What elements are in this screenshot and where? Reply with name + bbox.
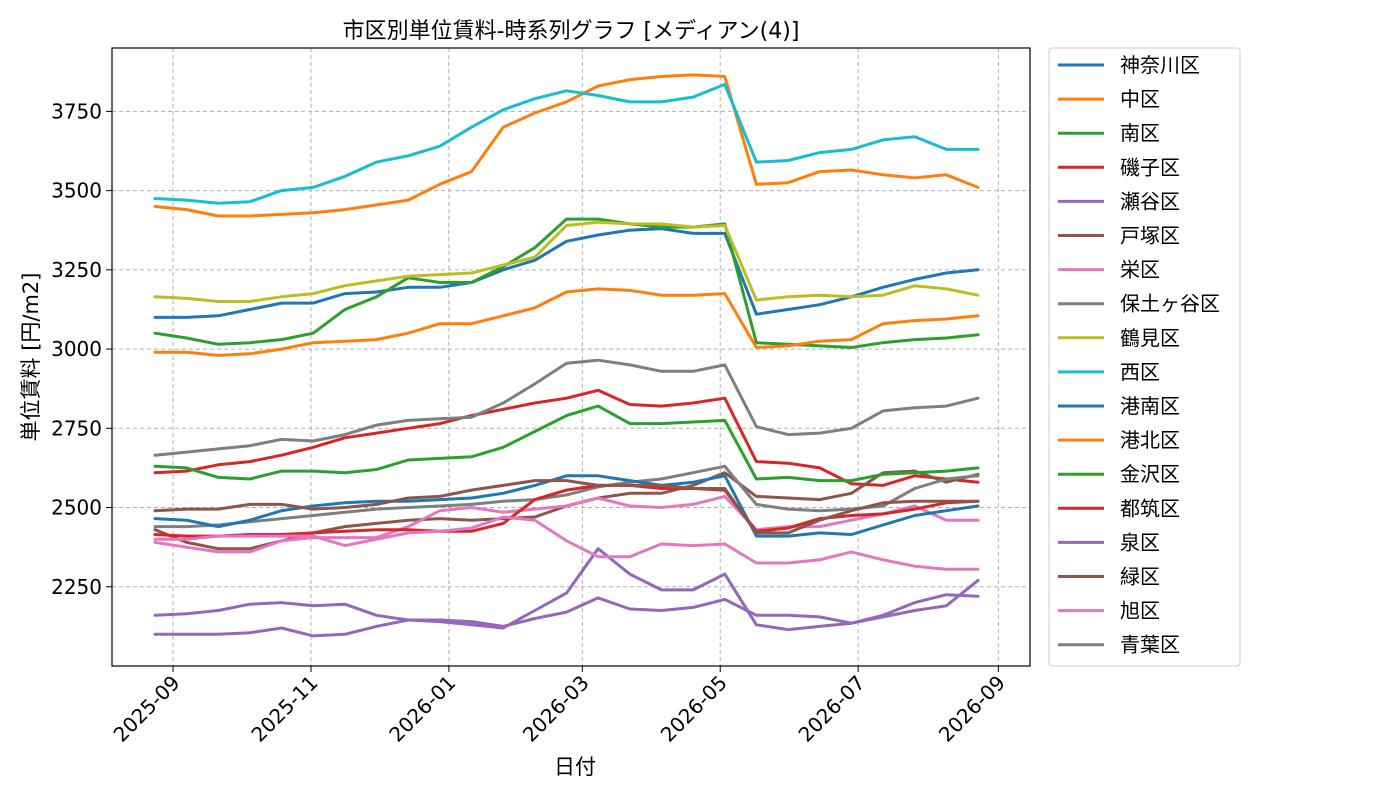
series-line-4 — [153, 593, 980, 638]
legend-item-label: 都筑区 — [1120, 496, 1180, 520]
series-line-1 — [153, 73, 980, 218]
legend-item-label: 旭区 — [1120, 599, 1160, 623]
series-line-11 — [153, 287, 980, 357]
x-tick-label: 2026-09 — [934, 671, 1010, 747]
series-line-0 — [153, 227, 980, 319]
legend-item-label: 戸塚区 — [1120, 224, 1180, 248]
legend-item-label: 青葉区 — [1120, 633, 1180, 657]
x-tick-label: 2025-09 — [109, 671, 185, 747]
series-line-3 — [153, 388, 980, 487]
y-axis-label: 単位賃料 [円/m2] — [19, 273, 43, 442]
y-tick-label: 3250 — [51, 258, 102, 282]
chart-title: 市区別単位賃料-時系列グラフ [メディアン(4)] — [343, 19, 800, 44]
series-group — [153, 73, 980, 638]
series-line-12 — [153, 404, 980, 483]
legend-item-label: 金沢区 — [1120, 462, 1180, 486]
series-line-15 — [153, 479, 980, 535]
legend-item-label: 磯子区 — [1120, 155, 1180, 179]
series-line-17 — [153, 358, 980, 457]
x-tick-label: 2026-05 — [656, 671, 732, 747]
legend-item-label: 南区 — [1120, 121, 1160, 145]
y-tick-label: 3500 — [51, 179, 102, 203]
x-tick-label: 2026-01 — [384, 671, 460, 747]
y-tick-label: 3750 — [51, 99, 102, 123]
plot-frame — [111, 47, 1031, 667]
legend-item-label: 中区 — [1120, 87, 1160, 111]
series-line-7 — [153, 464, 980, 529]
x-tick-label: 2026-07 — [794, 671, 870, 747]
legend-item-label: 港南区 — [1120, 394, 1180, 418]
series-line-6 — [153, 494, 980, 554]
legend-item-label: 港北区 — [1120, 428, 1180, 452]
y-axis: 2250 2500 2750 3000 3250 3500 3750 — [51, 99, 112, 599]
series-line-14 — [153, 547, 980, 632]
x-tick-label: 2025-11 — [246, 671, 322, 747]
series-line-9 — [153, 82, 980, 205]
series-line-2 — [153, 217, 980, 349]
series-line-13 — [153, 483, 980, 538]
legend: 神奈川区中区南区磯子区瀬谷区戸塚区栄区保土ヶ谷区鶴見区西区港南区港北区金沢区都筑… — [1048, 47, 1241, 667]
series-line-10 — [153, 474, 980, 538]
y-tick-label: 2750 — [51, 416, 102, 440]
x-axis: 2025-09 2025-11 2026-01 2026-03 2026-05 2026-… — [109, 666, 1010, 747]
legend-item-label: 西区 — [1120, 360, 1160, 384]
grid-lines — [112, 48, 1030, 666]
legend-item-label: 栄区 — [1120, 258, 1160, 282]
legend-item-label: 泉区 — [1120, 530, 1160, 554]
legend-item-label: 緑区 — [1120, 565, 1160, 589]
series-line-16 — [153, 515, 980, 571]
y-tick-label: 2500 — [51, 496, 102, 520]
series-line-8 — [153, 220, 980, 303]
y-tick-label: 2250 — [51, 575, 102, 599]
x-axis-label: 日付 — [554, 755, 596, 779]
x-tick-label: 2026-03 — [518, 671, 594, 747]
legend-item-label: 瀬谷区 — [1120, 189, 1180, 213]
legend-item-label: 鶴見区 — [1120, 326, 1180, 350]
legend-item-label: 保土ヶ谷区 — [1120, 292, 1220, 316]
legend-item-label: 神奈川区 — [1120, 53, 1200, 77]
y-tick-label: 3000 — [51, 337, 102, 361]
